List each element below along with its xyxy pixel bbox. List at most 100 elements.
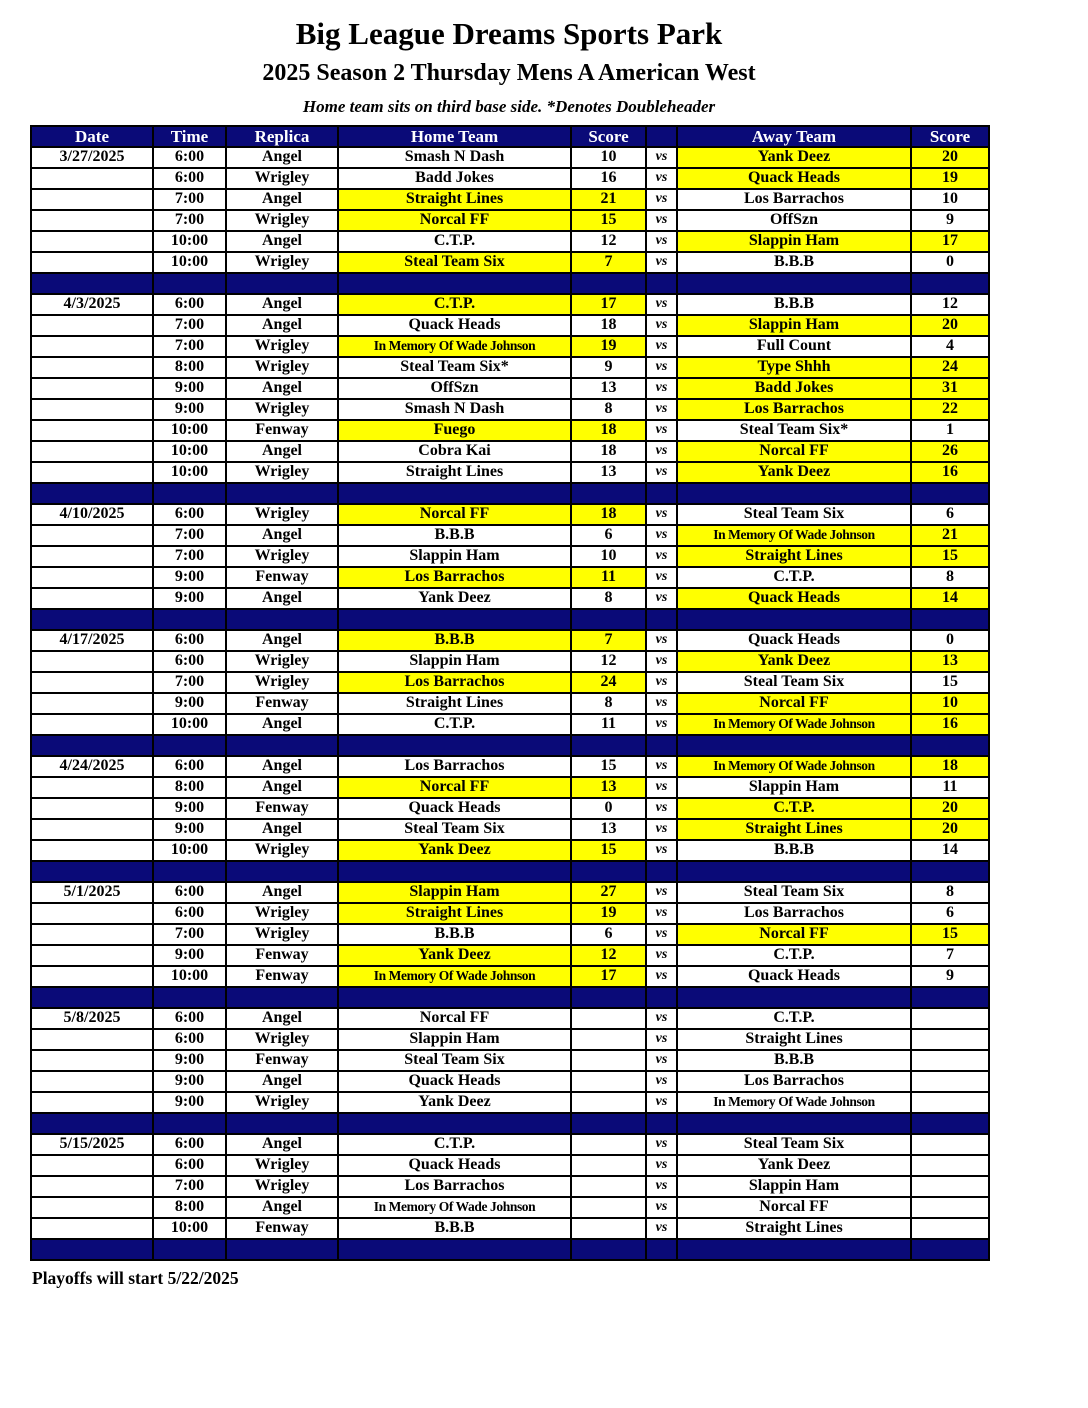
game-row: 9:00 Wrigley Smash N Dash 8 vs Los Barrachos 2… [30, 397, 990, 421]
home-score-cell: 16 [570, 166, 647, 190]
home-score-cell: 6 [570, 922, 647, 946]
away-score-cell: 21 [910, 523, 990, 547]
home-team-cell: Slappin Ham [337, 544, 572, 568]
separator-cell [30, 481, 154, 505]
date-cell [30, 439, 154, 463]
away-team-cell: Quack Heads [676, 586, 912, 610]
separator-cell [570, 859, 647, 883]
home-score-cell: 24 [570, 670, 647, 694]
away-score-cell: 0 [910, 250, 990, 274]
game-row: 5/8/2025 6:00 Angel Norcal FF vs C.T.P. [30, 1006, 990, 1030]
home-team-cell: Straight Lines [337, 460, 572, 484]
home-team-cell: Slappin Ham [337, 1027, 572, 1051]
home-score-cell: 13 [570, 460, 647, 484]
replica-cell: Wrigley [225, 1027, 339, 1051]
date-cell [30, 1069, 154, 1093]
col-header-vs [645, 124, 678, 148]
header-note: Home team sits on third base side. *Deno… [302, 97, 716, 117]
game-row: 8:00 Angel Norcal FF 13 vs Slappin Ham 11 [30, 775, 990, 799]
away-score-cell: 14 [910, 838, 990, 862]
replica-cell: Wrigley [225, 670, 339, 694]
date-cell [30, 208, 154, 232]
game-row: 4/3/2025 6:00 Angel C.T.P. 17 vs B.B.B 12 [30, 292, 990, 316]
vs-label: vs [645, 439, 678, 463]
home-team-cell: B.B.B [337, 1216, 572, 1240]
away-score-cell [910, 1027, 990, 1051]
replica-cell: Fenway [225, 691, 339, 715]
date-cell: 4/17/2025 [30, 628, 154, 652]
time-cell: 6:00 [152, 754, 227, 778]
vs-label: vs [645, 334, 678, 358]
game-row: 7:00 Wrigley Norcal FF 15 vs OffSzn 9 [30, 208, 990, 232]
away-team-cell: Straight Lines [676, 817, 912, 841]
separator-cell [225, 859, 339, 883]
separator-row [30, 1111, 990, 1135]
date-cell: 4/24/2025 [30, 754, 154, 778]
away-score-cell: 1 [910, 418, 990, 442]
time-cell: 8:00 [152, 775, 227, 799]
replica-cell: Angel [225, 292, 339, 316]
game-row: 9:00 Fenway Los Barrachos 11 vs C.T.P. 8 [30, 565, 990, 589]
date-cell: 5/1/2025 [30, 880, 154, 904]
vs-label: vs [645, 208, 678, 232]
separator-cell [676, 1237, 912, 1261]
schedule-table: Date Time Replica Home Team Score Away T… [30, 124, 990, 1261]
vs-label: vs [645, 376, 678, 400]
away-team-cell: OffSzn [676, 208, 912, 232]
game-row: 6:00 Wrigley Straight Lines 19 vs Los Barrach… [30, 901, 990, 925]
game-row: 6:00 Wrigley Slappin Ham vs Straight Lines [30, 1027, 990, 1051]
away-score-cell: 9 [910, 208, 990, 232]
separator-row [30, 271, 990, 295]
time-cell: 7:00 [152, 523, 227, 547]
replica-cell: Angel [225, 754, 339, 778]
page-subtitle: 2025 Season 2 Thursday Mens A American W… [262, 59, 756, 86]
home-score-cell [570, 1153, 647, 1177]
separator-row [30, 481, 990, 505]
game-row: 9:00 Fenway Yank Deez 12 vs C.T.P. 7 [30, 943, 990, 967]
separator-cell [676, 607, 912, 631]
home-score-cell: 21 [570, 187, 647, 211]
away-score-cell: 6 [910, 901, 990, 925]
separator-cell [152, 271, 227, 295]
date-cell [30, 565, 154, 589]
away-team-cell: Steal Team Six [676, 880, 912, 904]
time-cell: 6:00 [152, 901, 227, 925]
game-row: 7:00 Wrigley Slappin Ham 10 vs Straight Lines… [30, 544, 990, 568]
home-score-cell: 18 [570, 439, 647, 463]
home-team-cell: B.B.B [337, 523, 572, 547]
away-team-cell: Slappin Ham [676, 1174, 912, 1198]
home-team-cell: Los Barrachos [337, 754, 572, 778]
game-row: 10:00 Wrigley Yank Deez 15 vs B.B.B 14 [30, 838, 990, 862]
game-row: 4/24/2025 6:00 Angel Los Barrachos 15 vs In Me… [30, 754, 990, 778]
vs-label: vs [645, 649, 678, 673]
separator-cell [225, 733, 339, 757]
game-row: 5/1/2025 6:00 Angel Slappin Ham 27 vs Steal Te… [30, 880, 990, 904]
away-team-cell: Steal Team Six [676, 670, 912, 694]
home-team-cell: Norcal FF [337, 208, 572, 232]
away-score-cell: 4 [910, 334, 990, 358]
separator-cell [676, 481, 912, 505]
replica-cell: Fenway [225, 943, 339, 967]
away-team-cell: In Memory Of Wade Johnson [676, 712, 912, 736]
game-row: 7:00 Wrigley Los Barrachos 24 vs Steal Team S… [30, 670, 990, 694]
separator-cell [645, 607, 678, 631]
replica-cell: Fenway [225, 964, 339, 988]
away-score-cell: 16 [910, 460, 990, 484]
away-team-cell: C.T.P. [676, 943, 912, 967]
vs-label: vs [645, 229, 678, 253]
time-cell: 10:00 [152, 439, 227, 463]
separator-cell [152, 859, 227, 883]
replica-cell: Angel [225, 439, 339, 463]
separator-row [30, 1237, 990, 1261]
separator-cell [676, 859, 912, 883]
away-team-cell: B.B.B [676, 250, 912, 274]
away-team-cell: Straight Lines [676, 544, 912, 568]
home-score-cell [570, 1069, 647, 1093]
separator-cell [910, 733, 990, 757]
replica-cell: Angel [225, 1132, 339, 1156]
away-score-cell [910, 1069, 990, 1093]
playoffs-note: Playoffs will start 5/22/2025 [32, 1267, 239, 1288]
time-cell: 10:00 [152, 964, 227, 988]
away-score-cell: 15 [910, 544, 990, 568]
home-score-cell: 18 [570, 418, 647, 442]
